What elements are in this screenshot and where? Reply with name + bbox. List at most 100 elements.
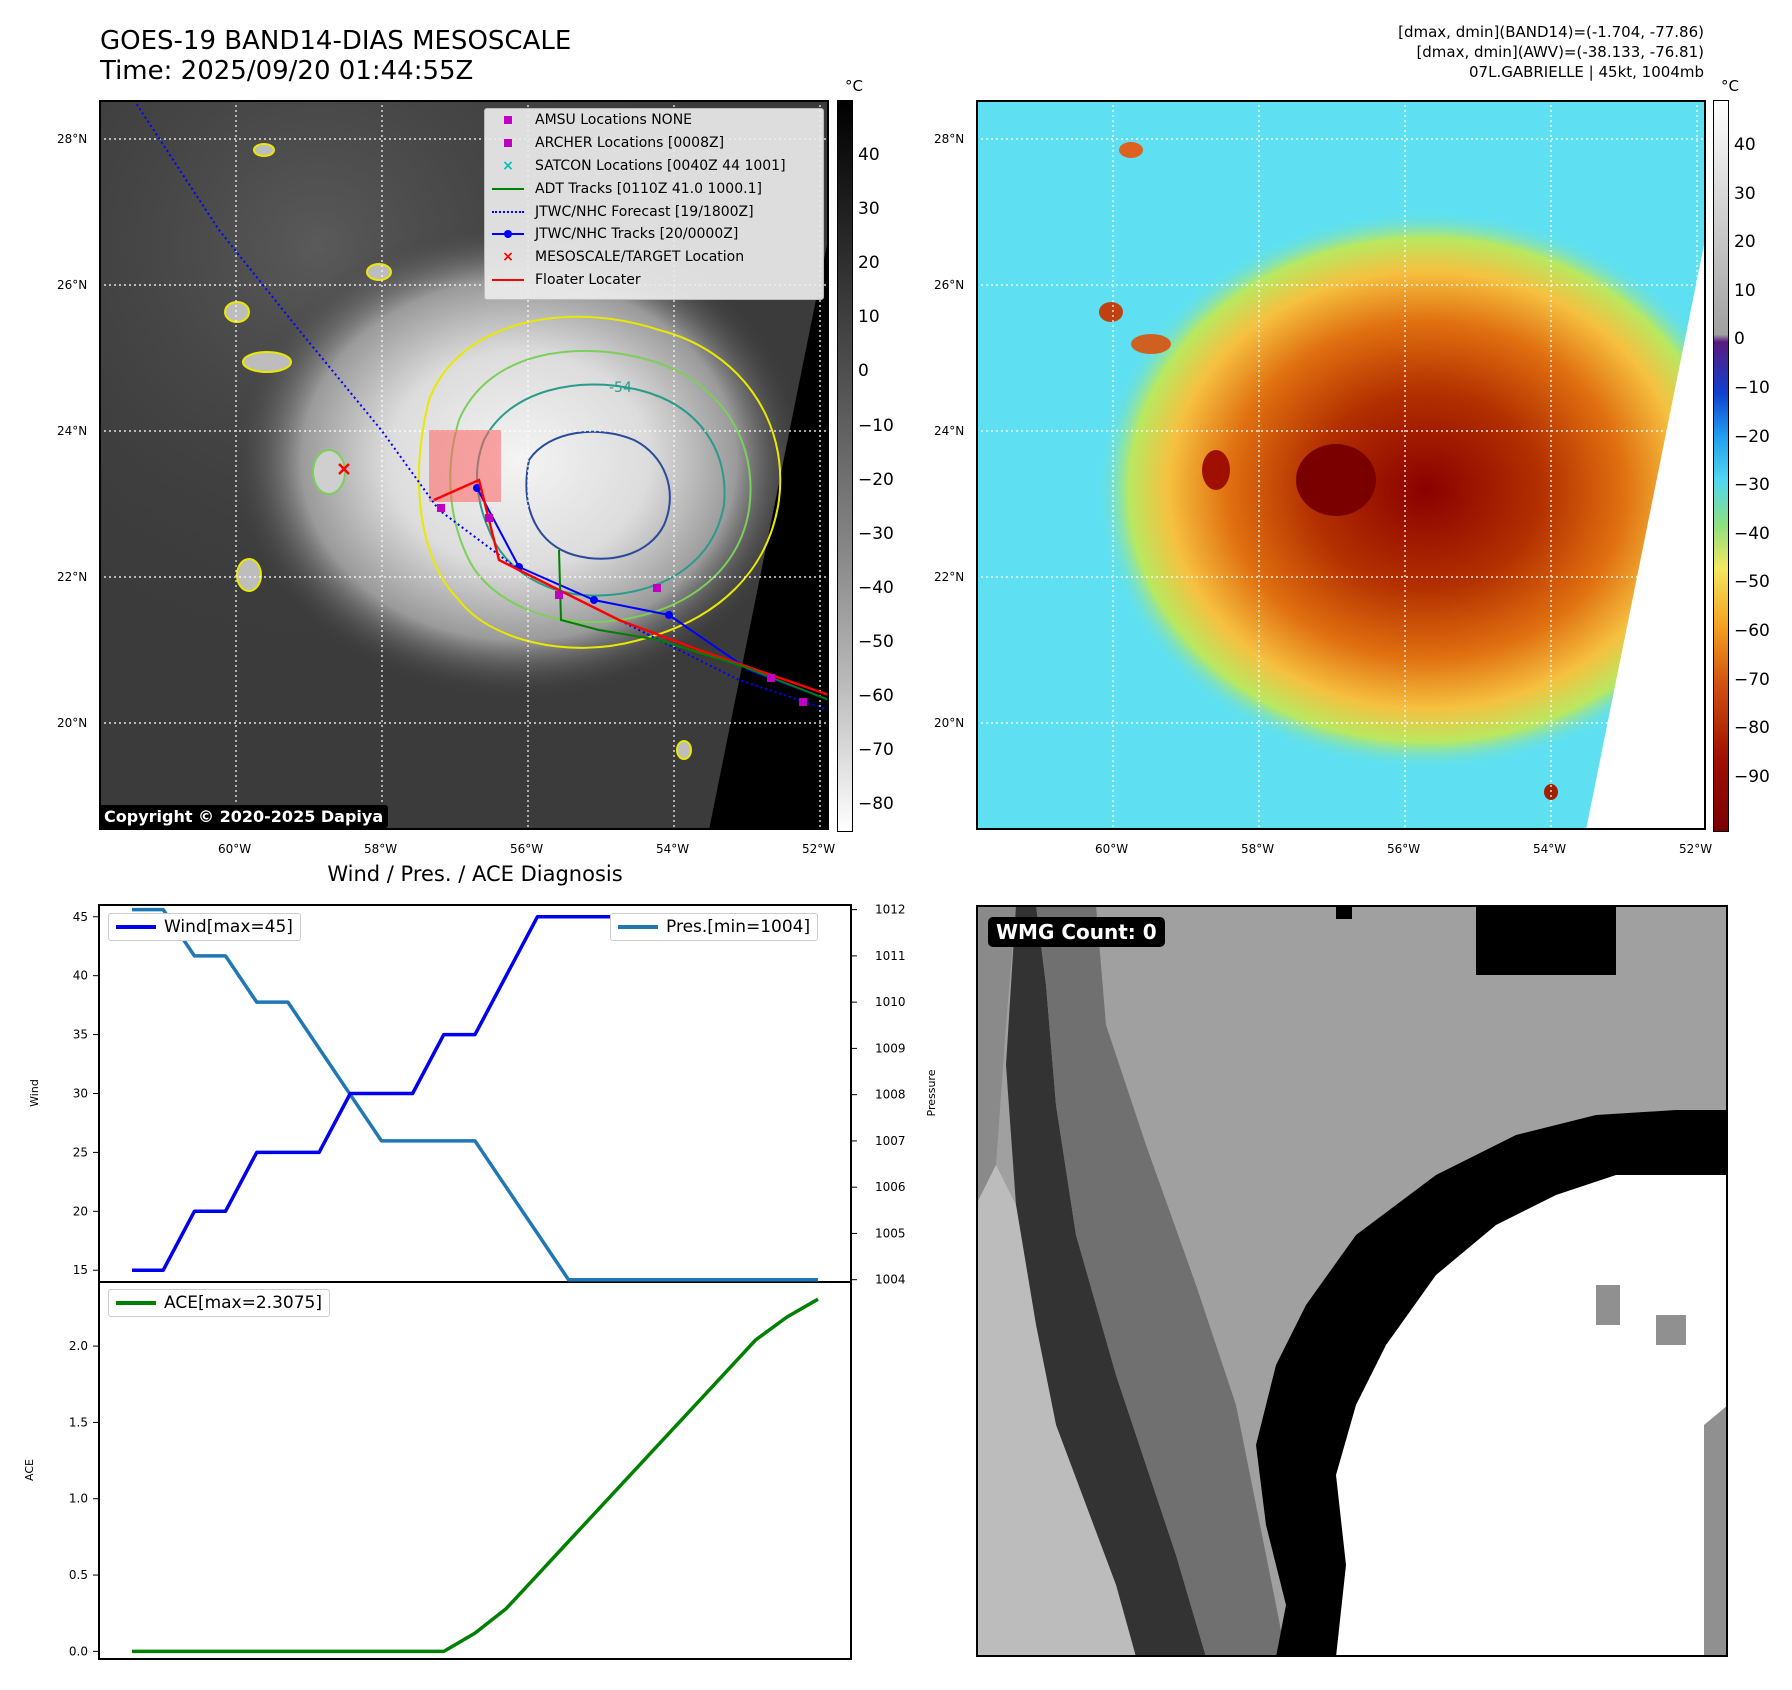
pressure-legend-label: Pres.[min=1004] <box>666 917 811 937</box>
color-no-data-region <box>1586 235 1706 830</box>
info-band14: [dmax, dmin](BAND14)=(-1.704, -77.86) <box>1398 23 1704 41</box>
colorbar-tick: −20 <box>858 469 894 490</box>
lon-label: 52°W <box>802 842 836 856</box>
ace-tick-label: 1.0 <box>69 1492 88 1506</box>
wind-axis-label: Wind <box>28 1079 41 1107</box>
colorbar-tick: −30 <box>858 523 894 544</box>
adt-track <box>558 549 830 701</box>
colorbar-tick: 10 <box>1734 280 1756 301</box>
wmg-frame <box>976 905 1728 1657</box>
colorbar-tick: −30 <box>1734 475 1770 496</box>
pressure-tick-label: 1009 <box>875 1041 906 1055</box>
color-ir-map-panel <box>976 100 1756 830</box>
legend-entry-label: ARCHER Locations [0008Z] <box>535 135 725 152</box>
legend-marker: × <box>502 249 514 266</box>
diagnosis-title: Wind / Pres. / ACE Diagnosis <box>327 862 623 886</box>
colorbar-tick: −40 <box>858 577 894 598</box>
wind-legend: Wind[max=45] <box>108 913 301 941</box>
info-awv: [dmax, dmin](AWV)=(-38.133, -76.81) <box>1416 43 1704 61</box>
wind-ticks: 45 40 35 30 25 20 15 <box>73 910 99 1277</box>
wind-legend-label: Wind[max=45] <box>164 917 293 937</box>
ace-legend-swatch <box>116 1301 156 1305</box>
legend-marker <box>491 230 525 239</box>
wind-pressure-axes <box>98 904 852 1283</box>
legend-entry: JTWC/NHC Forecast [19/1800Z] <box>485 200 823 223</box>
legend-marker <box>491 116 525 125</box>
pressure-tick-label: 1010 <box>875 995 906 1009</box>
colorbar-tick: 30 <box>858 199 880 220</box>
no-data-region <box>709 235 829 830</box>
lon-label: 56°W <box>1387 842 1421 856</box>
lat-label: 28°N <box>934 132 965 146</box>
lon-label: 60°W <box>1095 842 1129 856</box>
cloud-cell <box>312 449 346 495</box>
lon-label: 56°W <box>510 842 544 856</box>
lon-label: 58°W <box>1241 842 1275 856</box>
colorbar-tick: −40 <box>1734 523 1770 544</box>
pressure-tick-label: 1008 <box>875 1088 906 1102</box>
pressure-tick-label: 1012 <box>875 903 906 917</box>
ace-tick-label: 2.0 <box>69 1339 88 1353</box>
color-storm-shield <box>1096 210 1756 770</box>
color-colorbar-unit: °C <box>1721 77 1739 95</box>
grayscale-colorbar <box>837 100 853 832</box>
ir-map-panel: -54 <box>99 99 830 830</box>
ace-ticks: 2.0 1.5 1.0 0.5 0.0 <box>69 1339 99 1658</box>
lat-label: 28°N <box>57 132 88 146</box>
legend-marker <box>491 187 525 190</box>
legend-entry: AMSU Locations NONE <box>485 109 823 132</box>
pressure-tick-label: 1004 <box>875 1273 906 1287</box>
legend-marker <box>491 210 525 213</box>
wind-tick-label: 30 <box>73 1087 88 1101</box>
map-legend: AMSU Locations NONE ARCHER Locations [000… <box>484 108 824 300</box>
colorbar-tick: −70 <box>858 740 894 761</box>
color-map-gridlines <box>976 100 1706 830</box>
color-colorbar <box>1713 100 1729 832</box>
colorbar-tick: 10 <box>858 307 880 328</box>
colorbar-tick: −70 <box>1734 669 1770 690</box>
legend-marker <box>491 139 525 148</box>
lat-label: 26°N <box>57 278 88 292</box>
legend-entry: ARCHER Locations [0008Z] <box>485 132 823 155</box>
pressure-axis-label: Pressure <box>925 1069 938 1116</box>
floater-box <box>429 430 501 502</box>
pressure-series-line <box>132 907 818 1282</box>
legend-entry: JTWC/NHC Tracks [20/0000Z] <box>485 223 823 246</box>
wmg-image <box>976 905 1728 1657</box>
legend-entry-label: ADT Tracks [0110Z 41.0 1000.1] <box>535 180 762 197</box>
wind-tick-label: 35 <box>73 1028 88 1042</box>
legend-entry-label: JTWC/NHC Forecast [19/1800Z] <box>535 203 754 220</box>
wind-tick-label: 15 <box>73 1263 88 1277</box>
storm-cloud-shield <box>229 220 809 700</box>
ace-axes <box>98 1281 852 1660</box>
contour-outer <box>418 315 782 649</box>
pressure-tick-label: 1011 <box>875 949 906 963</box>
ace-axis-label: ACE <box>23 1459 36 1481</box>
legend-entry: × MESOSCALE/TARGET Location <box>485 246 823 269</box>
pressure-legend: Pres.[min=1004] <box>610 913 819 941</box>
wind-tick-label: 25 <box>73 1145 88 1159</box>
wmg-panel: WMG Count: 0 <box>976 905 1728 1657</box>
legend-entry-label: AMSU Locations NONE <box>535 112 693 129</box>
pressure-tick-label: 1005 <box>875 1226 906 1240</box>
colorbar-tick: −50 <box>1734 572 1770 593</box>
lat-label: 24°N <box>57 424 88 438</box>
colorbar-tick: 30 <box>1734 183 1756 204</box>
pressure-tick-label: 1006 <box>875 1180 906 1194</box>
wmg-count-badge: WMG Count: 0 <box>988 917 1165 947</box>
pressure-ticks: 1012 1011 1010 1009 1008 1007 1006 1005 1004 <box>851 903 906 1287</box>
lat-label: 22°N <box>934 570 965 584</box>
legend-entry: × SATCON Locations [0040Z 44 1001] <box>485 155 823 178</box>
legend-entry-label: SATCON Locations [0040Z 44 1001] <box>535 157 786 174</box>
ir-map-frame <box>99 100 829 830</box>
ace-tick-label: 1.5 <box>69 1415 88 1429</box>
colorbar-tick: −90 <box>1734 766 1770 787</box>
colorbar-tick: 40 <box>858 145 880 165</box>
wind-tick-label: 20 <box>73 1204 88 1218</box>
colorbar-tick: 20 <box>1734 232 1756 253</box>
legend-entry: Floater Locater <box>485 269 823 292</box>
ace-series-line <box>132 1297 819 1654</box>
colorbar-tick: 0 <box>1734 329 1745 350</box>
color-ir-map <box>976 100 1756 830</box>
figure-title: GOES-19 BAND14-DIAS MESOSCALE <box>100 26 572 56</box>
